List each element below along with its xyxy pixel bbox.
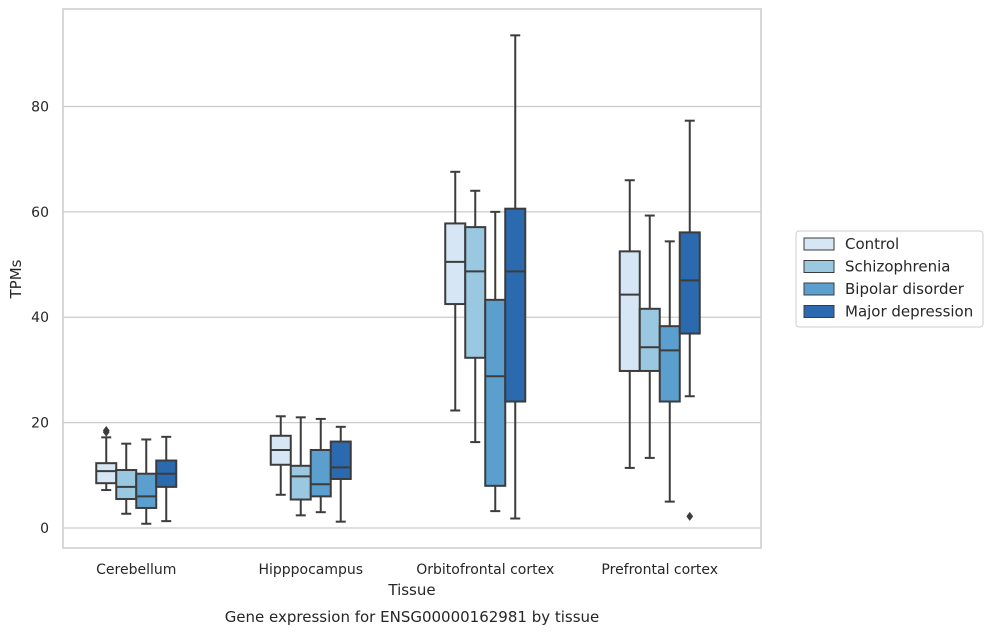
legend-frame xyxy=(795,230,984,328)
box-rect xyxy=(504,207,527,403)
box-rect xyxy=(638,307,661,372)
legend-label-0: Control xyxy=(845,235,899,253)
box-rect xyxy=(464,226,487,359)
flier-point xyxy=(686,511,694,521)
box-rect xyxy=(658,325,681,403)
box-2-3 xyxy=(658,240,681,503)
box-rect xyxy=(678,231,701,335)
box-1-0 xyxy=(115,442,138,515)
box-3-3 xyxy=(678,119,701,521)
legend-label-3: Major depression xyxy=(845,303,973,321)
box-rect xyxy=(444,222,467,306)
flier-point xyxy=(102,427,110,437)
box-1-1 xyxy=(289,416,312,517)
figure-caption: Gene expression for ENSG00000162981 by t… xyxy=(225,608,600,626)
x-axis-label: Tissue xyxy=(387,581,435,599)
box-rect xyxy=(95,462,118,485)
y-axis-ticks: 0 20 40 60 80 xyxy=(31,99,49,537)
box-rect xyxy=(484,298,507,487)
box-0-0 xyxy=(95,426,118,492)
legend-swatch-1 xyxy=(803,260,835,273)
box-2-1 xyxy=(309,417,332,514)
boxes xyxy=(95,34,701,525)
box-0-3 xyxy=(618,179,641,469)
box-rect xyxy=(618,250,641,372)
box-rect xyxy=(309,449,332,498)
y-tick-label-20: 20 xyxy=(31,416,49,432)
box-3-0 xyxy=(155,435,178,523)
legend-label-1: Schizophrenia xyxy=(845,258,950,276)
box-1-2 xyxy=(464,189,487,444)
y-tick-label-60: 60 xyxy=(31,205,49,221)
x-tick-label-1: Hipppocampus xyxy=(258,562,363,578)
y-axis-label: TPMs xyxy=(7,259,25,299)
x-tick-label-0: Cerebellum xyxy=(96,562,176,578)
legend-swatch-2 xyxy=(803,282,835,296)
x-axis-ticks: Cerebellum Hipppocampus Orbitofrontal cort… xyxy=(96,562,718,578)
box-2-2 xyxy=(484,210,507,513)
x-tick-label-2: Orbitofrontal cortex xyxy=(416,562,554,578)
y-tick-label-40: 40 xyxy=(31,310,49,326)
box-rect xyxy=(135,472,158,509)
box-0-1 xyxy=(269,415,292,496)
box-rect xyxy=(115,469,138,501)
grid-lines xyxy=(63,105,761,529)
box-1-3 xyxy=(638,214,661,459)
legend: Control Schizophrenia Bipolar disorder Majo… xyxy=(795,230,984,328)
box-rect xyxy=(289,464,312,501)
legend-label-2: Bipolar disorder xyxy=(845,280,965,298)
box-rect xyxy=(329,440,352,480)
legend-swatch-3 xyxy=(803,305,835,318)
box-0-2 xyxy=(444,170,467,412)
x-tick-label-3: Prefrontal cortex xyxy=(601,562,718,578)
plot-frame xyxy=(62,8,762,549)
box-3-2 xyxy=(504,34,527,520)
y-tick-label-80: 80 xyxy=(31,99,49,115)
y-tick-label-0: 0 xyxy=(40,521,49,537)
box-2-0 xyxy=(135,438,158,525)
legend-swatch-0 xyxy=(803,237,835,251)
box-3-1 xyxy=(329,425,352,523)
